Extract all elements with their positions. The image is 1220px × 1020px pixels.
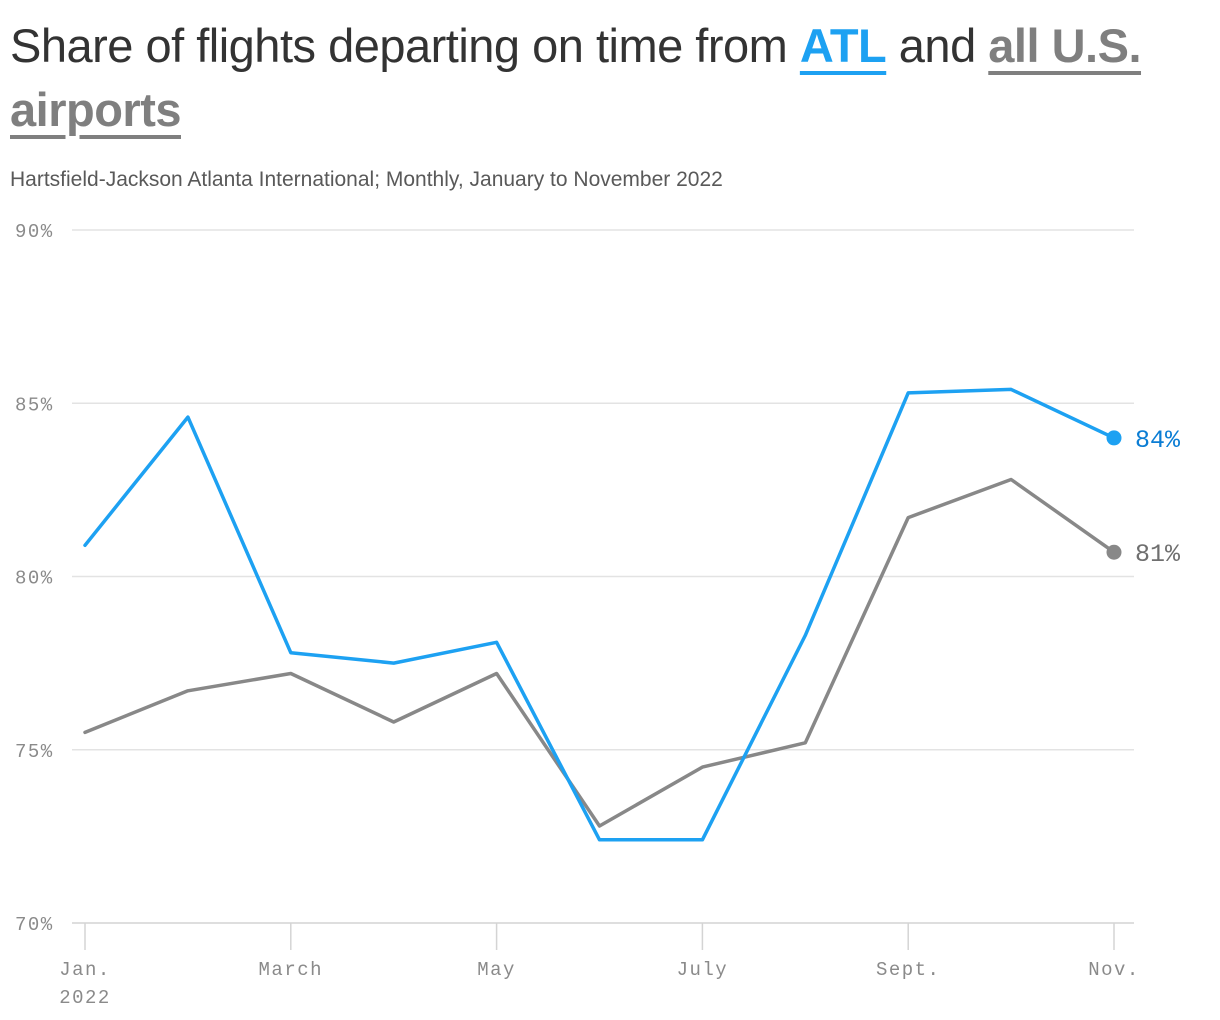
grid-lines (72, 229, 1134, 924)
y-axis-tick-labels: 70% 75% 80% 85% 90% (15, 221, 54, 936)
y-tick-label-70: 70% (15, 914, 54, 936)
y-tick-label-75: 75% (15, 741, 54, 763)
x-tick-label: July (677, 959, 729, 981)
x-tick-label: March (259, 959, 324, 981)
y-tick-label-80: 80% (15, 568, 54, 590)
x-tick-label: Nov. (1088, 959, 1140, 981)
x-tick-label: May (477, 959, 516, 981)
title-text-start: Share of flights departing on time from (10, 19, 800, 72)
y-tick-label-85: 85% (15, 394, 54, 416)
end-labels: 81% 84% (1106, 426, 1181, 569)
y-tick-label-90: 90% (15, 221, 54, 243)
x-tick-label: Sept. (876, 959, 941, 981)
chart-title: Share of flights departing on time from … (10, 14, 1200, 142)
x-tick-label: Jan. (59, 959, 111, 981)
chart-subtitle: Hartsfield-Jackson Atlanta International… (10, 168, 723, 191)
title-text-middle: and (886, 19, 989, 72)
end-point-atl (1106, 430, 1122, 446)
series-line-atl (83, 387, 1116, 842)
title-us-highlight: all U.S. airports (10, 19, 1142, 136)
series-line-all-u-s-airports (83, 477, 1116, 828)
end-point-all-u-s-airports (1106, 544, 1122, 560)
series-lines (83, 387, 1116, 842)
end-label-atl: 84% (1135, 426, 1181, 455)
title-atl-highlight: ATL (799, 19, 887, 72)
x-tick-label-year: 2022 (59, 987, 111, 1009)
end-label-all-u-s-airports: 81% (1135, 540, 1181, 569)
x-axis: Jan. 2022 March May July Sept. Nov. (59, 923, 1140, 1009)
